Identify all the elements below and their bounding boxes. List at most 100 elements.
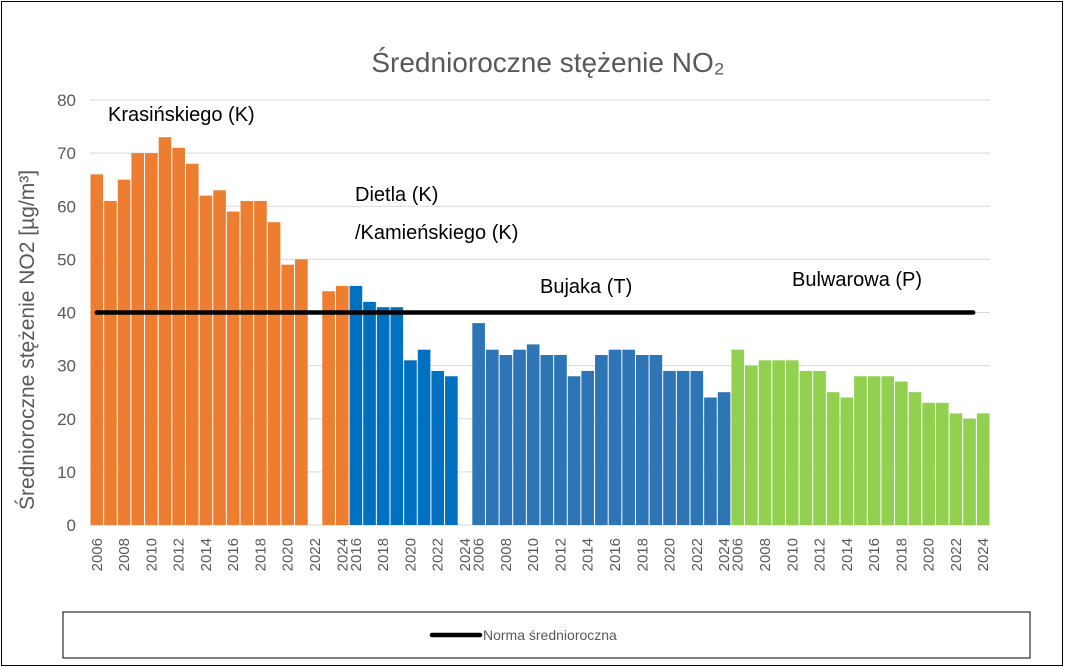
y-tick-label: 80 [57, 91, 76, 110]
bar [690, 370, 704, 525]
bar [717, 392, 731, 525]
bar [281, 264, 295, 525]
x-tick-label: 2008 [498, 538, 515, 571]
legend-label: Norma średnioroczna [483, 627, 617, 643]
y-tick-label: 10 [57, 463, 76, 482]
bar [472, 323, 485, 525]
bar [867, 376, 881, 525]
x-tick-label: 2006 [471, 538, 488, 571]
bar [117, 179, 131, 525]
chart-title: Średnioroczne stężenie NO₂ [371, 46, 724, 78]
y-tick-label: 0 [67, 516, 76, 535]
bar [813, 370, 826, 525]
x-tick-label: 2016 [225, 538, 242, 571]
bar [431, 370, 445, 525]
y-tick-label: 60 [57, 197, 76, 216]
bar [540, 355, 554, 525]
x-tick-label: 2020 [280, 538, 297, 571]
bar [676, 370, 690, 525]
bar [213, 190, 226, 525]
bar [417, 349, 431, 525]
bar [635, 355, 649, 525]
bar [185, 163, 199, 525]
bar [581, 370, 595, 525]
bar [935, 402, 949, 525]
x-tick-label: 2012 [552, 538, 569, 571]
bar [595, 355, 608, 525]
bar [663, 370, 676, 525]
bar [554, 355, 567, 525]
series-label: Krasińskiego (K) [108, 104, 255, 126]
x-tick-label: 2024 [457, 538, 474, 571]
bar [881, 376, 895, 525]
bar [567, 376, 581, 525]
series-label: Dietla (K) /Kamieńskiego (K) [355, 184, 519, 244]
y-tick-label: 40 [57, 304, 76, 323]
x-tick-label: 2022 [307, 538, 324, 571]
x-tick-label: 2024 [975, 538, 992, 571]
bar [267, 222, 281, 525]
x-tick-label: 2008 [757, 538, 774, 571]
bar [226, 211, 240, 525]
x-tick-label: 2010 [525, 538, 542, 571]
x-tick-label: 2020 [662, 538, 679, 571]
bar [799, 370, 813, 525]
y-tick-label: 30 [57, 357, 76, 376]
y-tick-label: 50 [57, 250, 76, 269]
x-tick-label: 2010 [143, 538, 160, 571]
x-tick-label: 2018 [375, 538, 392, 571]
bar [976, 413, 990, 525]
bar [513, 349, 526, 525]
x-tick-label: 2006 [89, 538, 106, 571]
bar [499, 355, 513, 525]
x-tick-label: 2022 [430, 538, 447, 571]
bar [363, 301, 376, 525]
x-tick-label: 2014 [198, 538, 215, 571]
bar [240, 200, 254, 525]
x-tick-label: 2018 [893, 538, 910, 571]
bar [772, 360, 785, 525]
x-tick-label: 2018 [634, 538, 651, 571]
bar [90, 174, 104, 525]
bar [826, 392, 840, 525]
bar [404, 360, 417, 525]
x-tick-label: 2018 [252, 538, 269, 571]
series-label: Bujaka (T) [540, 276, 633, 298]
x-tick-label: 2010 [784, 538, 801, 571]
x-tick-label: 2012 [812, 538, 829, 571]
bar [145, 153, 158, 525]
bar [158, 137, 172, 525]
x-tick-label: 2022 [948, 538, 965, 571]
bar [376, 307, 390, 525]
bar [131, 153, 145, 525]
x-tick-label: 2020 [921, 538, 938, 571]
bar [949, 413, 963, 525]
bar [758, 360, 772, 525]
bar [172, 147, 185, 525]
bar [908, 392, 922, 525]
bar [649, 355, 663, 525]
bar [485, 349, 499, 525]
bar [199, 195, 213, 525]
bar [704, 397, 717, 525]
y-axis-label: Średnioroczne stężenie NO2 [µg/m³] [15, 170, 39, 510]
x-tick-label: 2024 [716, 538, 733, 571]
x-tick-label: 2012 [171, 538, 188, 571]
x-tick-label: 2016 [348, 538, 365, 571]
bar [622, 349, 635, 525]
bar [526, 344, 540, 525]
bar [895, 381, 908, 525]
bar [445, 376, 458, 525]
bar [335, 285, 349, 525]
bar [295, 259, 308, 525]
bar [731, 349, 745, 525]
bar [254, 200, 267, 525]
bar [785, 360, 799, 525]
x-tick-label: 2006 [730, 538, 747, 571]
y-tick-label: 70 [57, 144, 76, 163]
bar [608, 349, 622, 525]
x-tick-label: 2008 [116, 538, 133, 571]
bar [322, 291, 335, 525]
x-tick-label: 2022 [689, 538, 706, 571]
